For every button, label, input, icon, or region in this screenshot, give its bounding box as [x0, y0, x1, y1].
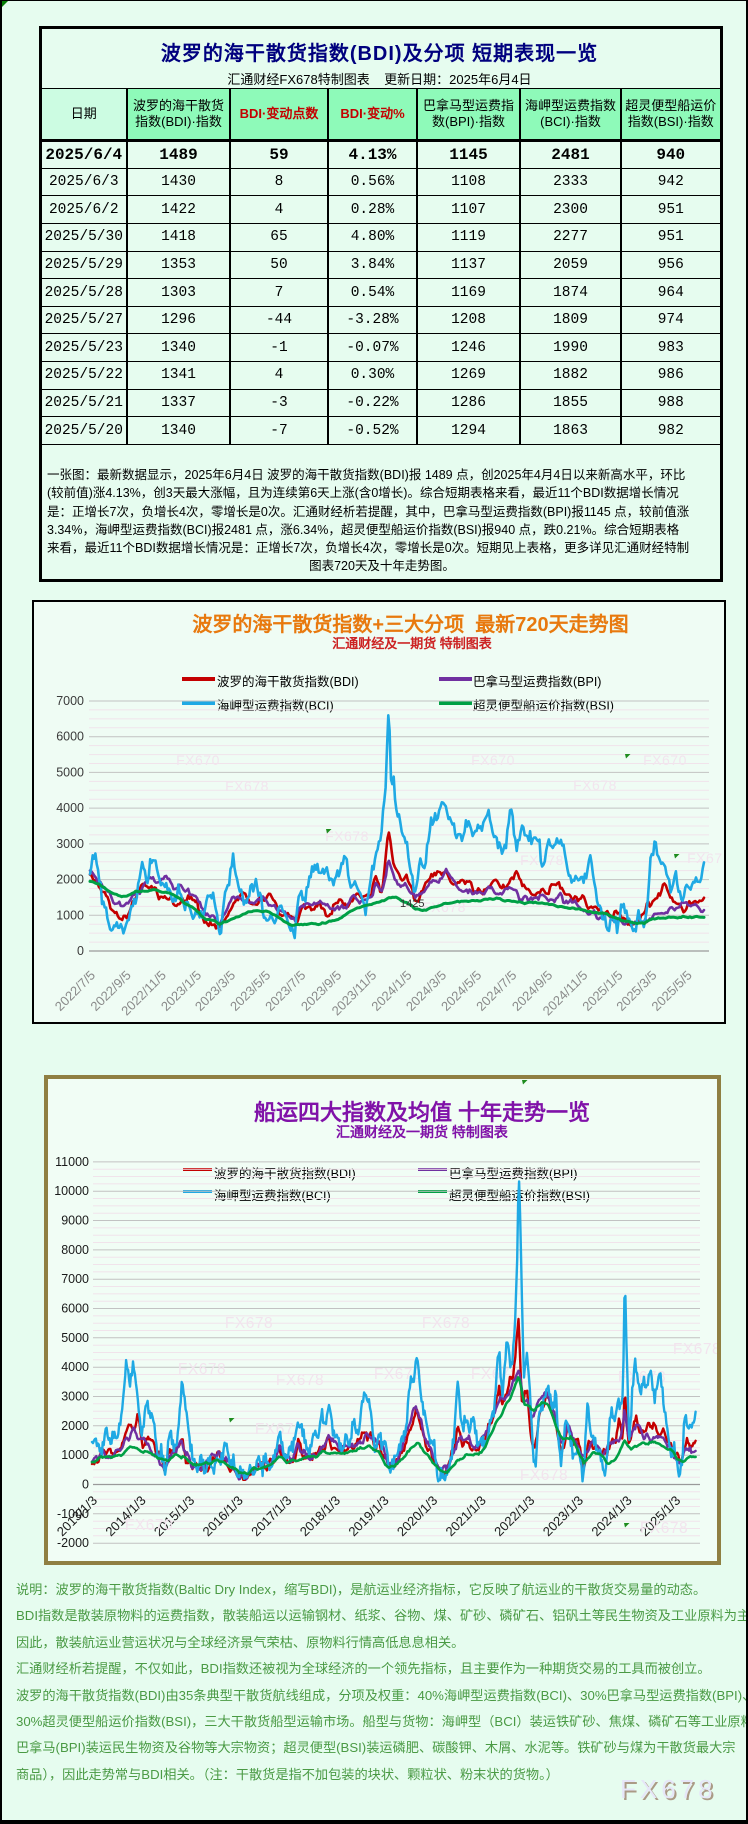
- svg-text:FX670: FX670: [643, 752, 687, 768]
- svg-text:3000: 3000: [61, 1390, 89, 1404]
- svg-text:-2000: -2000: [57, 1536, 89, 1550]
- svg-text:0: 0: [82, 1478, 89, 1492]
- svg-text:1425: 1425: [400, 898, 424, 910]
- svg-text:FX678: FX678: [325, 828, 369, 844]
- svg-text:3000: 3000: [56, 837, 84, 851]
- svg-text:1000: 1000: [56, 908, 84, 922]
- svg-text:FX678: FX678: [225, 1315, 273, 1332]
- svg-text:11000: 11000: [55, 1155, 89, 1169]
- svg-text:FX670: FX670: [125, 1517, 173, 1534]
- svg-text:10000: 10000: [54, 1184, 89, 1198]
- svg-text:FX678: FX678: [673, 1341, 717, 1358]
- svg-text:6000: 6000: [56, 730, 84, 744]
- svg-text:FX678: FX678: [687, 850, 723, 866]
- svg-text:7000: 7000: [56, 694, 84, 708]
- svg-text:8000: 8000: [61, 1243, 89, 1257]
- svg-text:FX678: FX678: [276, 1372, 324, 1389]
- svg-text:4000: 4000: [56, 801, 84, 815]
- svg-text:1000: 1000: [61, 1448, 89, 1462]
- svg-text:7000: 7000: [61, 1272, 89, 1286]
- svg-text:FX678: FX678: [422, 1315, 470, 1332]
- svg-text:FX678: FX678: [573, 777, 617, 793]
- svg-text:-1000: -1000: [57, 1507, 89, 1521]
- svg-text:FX670: FX670: [471, 752, 515, 768]
- svg-text:FX678: FX678: [255, 1421, 303, 1438]
- svg-text:FX678: FX678: [640, 1520, 688, 1537]
- svg-text:4000: 4000: [61, 1360, 89, 1374]
- svg-text:FX678: FX678: [618, 1369, 666, 1386]
- svg-text:FX678: FX678: [178, 1361, 226, 1378]
- svg-text:2000: 2000: [61, 1419, 89, 1433]
- svg-text:5000: 5000: [56, 765, 84, 779]
- svg-text:0: 0: [77, 944, 84, 958]
- svg-text:FX678: FX678: [520, 1467, 568, 1484]
- svg-text:FX670: FX670: [176, 752, 220, 768]
- svg-text:2000: 2000: [56, 873, 84, 887]
- svg-text:6000: 6000: [61, 1302, 89, 1316]
- svg-text:5000: 5000: [61, 1331, 89, 1345]
- svg-text:FX678: FX678: [225, 778, 269, 794]
- svg-text:9000: 9000: [61, 1214, 89, 1228]
- svg-text:FX678: FX678: [471, 1366, 519, 1383]
